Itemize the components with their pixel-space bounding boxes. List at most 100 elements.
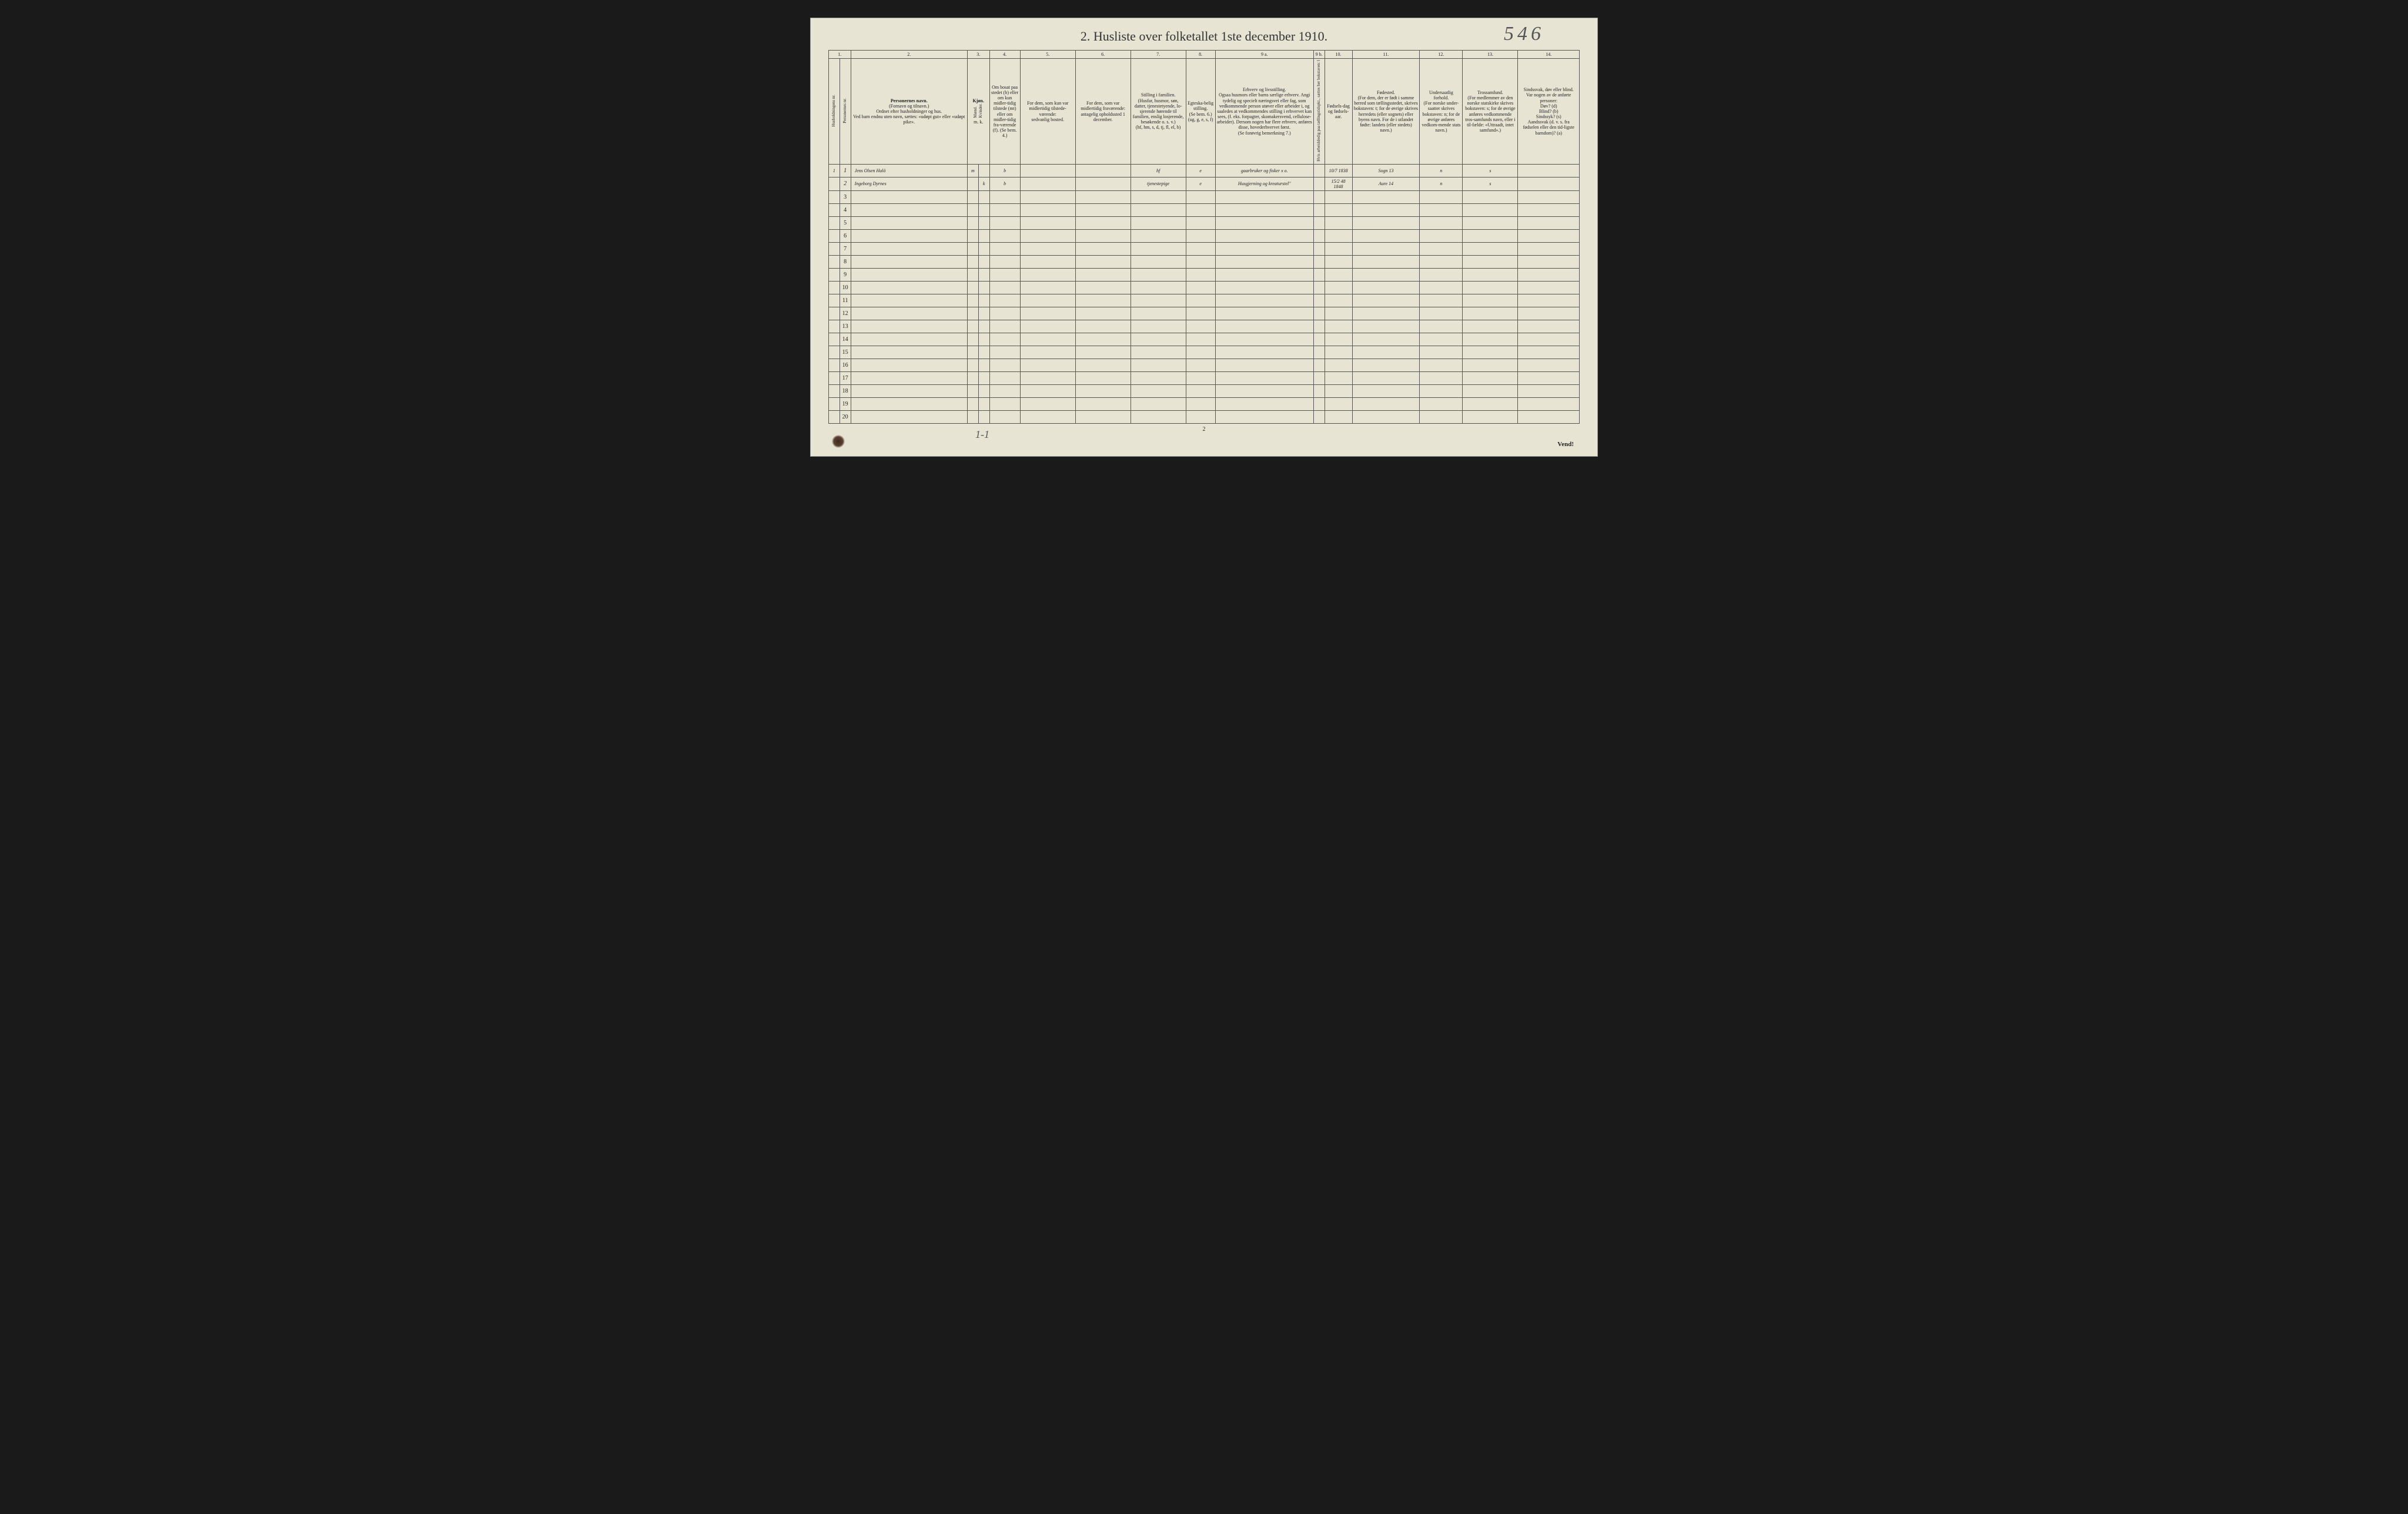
cell	[989, 307, 1020, 320]
table-row: 7	[829, 243, 1580, 256]
cell: 1	[829, 164, 840, 177]
cell	[1325, 204, 1352, 217]
cell	[1186, 372, 1215, 385]
table-row: 10	[829, 282, 1580, 294]
cell	[967, 346, 978, 359]
cell	[1518, 333, 1580, 346]
cell	[1518, 282, 1580, 294]
cell	[829, 359, 840, 372]
cell	[1352, 346, 1420, 359]
cell	[1420, 204, 1463, 217]
cell	[1325, 411, 1352, 424]
cell	[1215, 320, 1313, 333]
cell	[1352, 411, 1420, 424]
cell	[1075, 346, 1131, 359]
cell: 3	[840, 191, 851, 204]
cell	[1075, 191, 1131, 204]
hdr-sex: Kjøn. Mænd. Kvinder. m. k.	[967, 59, 989, 165]
cell	[1131, 359, 1186, 372]
cell	[1075, 204, 1131, 217]
cell	[1020, 398, 1075, 411]
cell	[989, 256, 1020, 269]
cell	[1131, 282, 1186, 294]
cell	[1020, 164, 1075, 177]
cell	[1020, 294, 1075, 307]
cell	[1313, 307, 1325, 320]
cell: n	[1420, 177, 1463, 190]
cell	[1420, 269, 1463, 282]
cell	[1075, 294, 1131, 307]
cell	[1186, 230, 1215, 243]
cell	[851, 398, 967, 411]
cell	[1075, 177, 1131, 190]
cell	[1325, 359, 1352, 372]
cell	[1352, 204, 1420, 217]
cell: 15/2 48 1848	[1325, 177, 1352, 190]
cell: m	[967, 164, 978, 177]
cell: 4	[840, 204, 851, 217]
cell	[1352, 307, 1420, 320]
cell	[978, 372, 989, 385]
hdr-sex-m: Mænd.	[974, 106, 978, 118]
cell	[1215, 282, 1313, 294]
cell	[1075, 256, 1131, 269]
cell	[1131, 217, 1186, 230]
cell: 11	[840, 294, 851, 307]
cell	[1518, 256, 1580, 269]
cell	[829, 230, 840, 243]
cell	[1131, 411, 1186, 424]
cell	[1325, 320, 1352, 333]
cell	[851, 411, 967, 424]
cell	[1463, 204, 1518, 217]
table-row: 11Jens Olsen Halömbhfegaarbruker og fisk…	[829, 164, 1580, 177]
cell	[978, 217, 989, 230]
cell: 10/7 1838	[1325, 164, 1352, 177]
cell	[978, 411, 989, 424]
cell	[829, 191, 840, 204]
cell	[829, 269, 840, 282]
hdr-sex-title: Kjøn.	[973, 98, 984, 103]
cell	[1020, 204, 1075, 217]
cell	[967, 320, 978, 333]
cell	[1075, 333, 1131, 346]
table-row: 5	[829, 217, 1580, 230]
cell	[1313, 269, 1325, 282]
cell	[829, 346, 840, 359]
census-table: 1. 2. 3. 4. 5. 6. 7. 8. 9 a. 9 b. 10. 11…	[828, 50, 1580, 424]
hdr-c10: Fødsels-dag og fødsels-aar.	[1325, 59, 1352, 165]
cell	[1215, 204, 1313, 217]
vend-label: Vend!	[1557, 441, 1574, 448]
cell	[829, 217, 840, 230]
cell	[989, 243, 1020, 256]
table-row: 2Ingeborg DyrneskbtjenestepigeeHusgjerni…	[829, 177, 1580, 190]
cell	[851, 282, 967, 294]
cell	[989, 230, 1020, 243]
hdr-c9a: Erhverv og livsstilling. Ogsaa husmors e…	[1215, 59, 1313, 165]
cell	[851, 243, 967, 256]
cell	[851, 217, 967, 230]
cell	[1313, 372, 1325, 385]
cell	[1215, 294, 1313, 307]
cell	[1131, 269, 1186, 282]
table-row: 11	[829, 294, 1580, 307]
cell	[1463, 320, 1518, 333]
table-row: 15	[829, 346, 1580, 359]
cell	[1313, 359, 1325, 372]
col-num: 12.	[1420, 51, 1463, 59]
cell	[1215, 333, 1313, 346]
cell	[1420, 307, 1463, 320]
cell	[1352, 217, 1420, 230]
cell	[967, 230, 978, 243]
cell	[851, 294, 967, 307]
cell	[851, 191, 967, 204]
cell	[1420, 372, 1463, 385]
cell	[989, 217, 1020, 230]
cell	[967, 256, 978, 269]
cell	[1325, 294, 1352, 307]
cell	[1518, 204, 1580, 217]
cell	[1186, 398, 1215, 411]
cell	[1020, 411, 1075, 424]
cell	[1313, 411, 1325, 424]
cell	[1075, 385, 1131, 398]
cell	[978, 243, 989, 256]
